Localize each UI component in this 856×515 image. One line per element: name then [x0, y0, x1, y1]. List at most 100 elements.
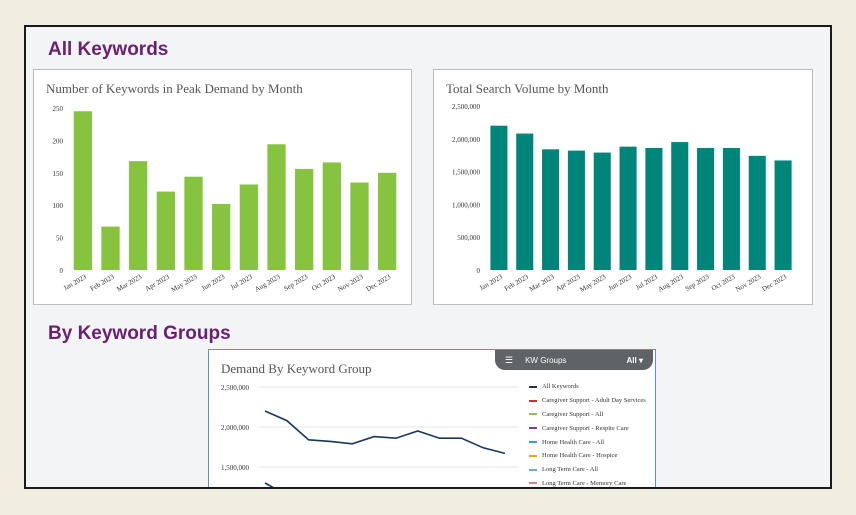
- y-tick-label: 200: [53, 137, 64, 145]
- y-tick-label: 2,500,000: [452, 103, 481, 111]
- chart-title: Demand By Keyword Group: [221, 361, 372, 376]
- x-tick-label: Apr 2023: [554, 273, 582, 293]
- legend-label: Long Term Care - All: [542, 466, 599, 474]
- bar: [567, 150, 585, 270]
- bar: [156, 191, 175, 270]
- bar: [129, 161, 148, 270]
- y-tick-label: 2,000,000: [221, 424, 250, 432]
- bar: [212, 203, 231, 270]
- x-tick-label: Feb 2023: [503, 273, 530, 293]
- y-tick-label: 2,500,000: [221, 384, 250, 392]
- x-tick-label: Sep 2023: [684, 273, 711, 293]
- x-tick-label: May 2023: [170, 273, 199, 294]
- bar: [184, 176, 203, 270]
- x-tick-label: Jun 2023: [607, 273, 633, 293]
- legend-label: Caregiver Support - Adult Day Services: [542, 397, 646, 405]
- x-tick-label: Nov 2023: [734, 273, 763, 294]
- legend-item[interactable]: Home Health Care - All: [529, 435, 646, 449]
- x-tick-label: Nov 2023: [336, 273, 365, 294]
- legend-swatch: [529, 441, 537, 444]
- legend-label: Caregiver Support - Respite Care: [542, 424, 629, 432]
- peak-demand-chart-card: Number of Keywords in Peak Demand by Mon…: [33, 69, 412, 305]
- x-tick-label: Aug 2023: [657, 273, 686, 294]
- legend-item[interactable]: All Keywords: [529, 380, 646, 394]
- bar: [378, 172, 397, 270]
- y-tick-label: 1,500,000: [221, 464, 250, 472]
- demand-line-chart: 1,500,000 2,000,000 2,500,000: [221, 384, 519, 487]
- legend-item[interactable]: Caregiver Support - Adult Day Services: [529, 394, 646, 408]
- bar: [697, 147, 715, 270]
- legend-swatch: [529, 427, 537, 430]
- series-line-partial: [264, 482, 274, 487]
- y-tick-label: 1,000,000: [452, 201, 481, 209]
- dashboard-frame: All Keywords Number of Keywords in Peak …: [24, 25, 832, 489]
- bar: [490, 125, 508, 271]
- legend-item[interactable]: Home Health Care - Hospice: [529, 449, 646, 463]
- legend-swatch: [529, 413, 537, 416]
- filter-icon: ☰: [505, 354, 514, 365]
- filter-value[interactable]: All ▾: [626, 355, 643, 365]
- y-tick-label: 0: [60, 267, 64, 275]
- bar: [619, 146, 637, 270]
- demand-by-group-chart-card: Demand By Keyword Group 1,500,000 2,000,0…: [208, 349, 656, 487]
- bar: [101, 226, 120, 270]
- section-title-all-keywords: All Keywords: [48, 39, 169, 60]
- bar: [593, 152, 611, 270]
- series-line-all-keywords: [264, 410, 506, 455]
- x-tick-label: Aug 2023: [253, 273, 282, 294]
- x-tick-label: Jul 2023: [634, 273, 659, 292]
- x-tick-label: Oct 2023: [710, 273, 737, 293]
- y-tick-label: 100: [53, 202, 64, 210]
- bar: [645, 147, 663, 270]
- x-tick-label: Apr 2023: [144, 273, 172, 293]
- chart-title: Number of Keywords in Peak Demand by Mon…: [46, 81, 303, 96]
- legend-swatch: [529, 482, 537, 485]
- y-tick-label: 0: [477, 267, 481, 275]
- bar: [722, 147, 740, 270]
- legend-label: Long Term Care - Memory Care: [542, 479, 627, 487]
- bar: [748, 155, 766, 270]
- bar: [239, 184, 258, 270]
- legend: All Keywords Caregiver Support - Adult Da…: [529, 380, 646, 487]
- legend-label: Home Health Care - All: [542, 438, 605, 446]
- search-volume-bar-chart: 0 500,000 1,000,000 1,500,000 2,000,000 2,500…: [452, 103, 792, 294]
- legend-label: Caregiver Support - All: [542, 410, 604, 418]
- legend-item[interactable]: Caregiver Support - Respite Care: [529, 421, 646, 435]
- legend-label: All Keywords: [542, 383, 579, 391]
- bar: [295, 168, 314, 270]
- legend-item[interactable]: Long Term Care - All: [529, 463, 646, 477]
- x-tick-label: Feb 2023: [89, 273, 116, 293]
- legend-swatch: [529, 399, 537, 402]
- bar: [774, 160, 792, 270]
- bar: [516, 133, 534, 270]
- x-tick-label: Jan 2023: [478, 273, 504, 293]
- bar: [73, 111, 92, 270]
- bar: [322, 162, 341, 270]
- x-tick-label: Dec 2023: [365, 273, 393, 294]
- chart-title: Total Search Volume by Month: [446, 81, 609, 96]
- x-tick-label: Mar 2023: [115, 273, 143, 294]
- bar: [671, 142, 689, 270]
- legend-item[interactable]: Caregiver Support - All: [529, 408, 646, 422]
- legend-swatch: [529, 468, 537, 471]
- x-tick-label: Sep 2023: [282, 273, 309, 293]
- x-tick-label: Mar 2023: [528, 273, 556, 294]
- search-volume-chart-card: Total Search Volume by Month 0 500,000 1,0…: [433, 69, 813, 305]
- x-tick-label: Jul 2023: [229, 273, 254, 292]
- y-tick-label: 1,500,000: [452, 169, 481, 177]
- legend-item[interactable]: Long Term Care - Memory Care: [529, 477, 646, 487]
- kw-groups-filter[interactable]: ☰ KW Groups All ▾: [495, 350, 653, 370]
- bar: [350, 182, 369, 270]
- y-tick-label: 250: [53, 105, 64, 113]
- y-tick-label: 150: [53, 170, 64, 178]
- y-tick-label: 2,000,000: [452, 136, 481, 144]
- x-tick-label: May 2023: [578, 273, 607, 294]
- legend-label: Home Health Care - Hospice: [542, 452, 618, 460]
- legend-swatch: [529, 385, 537, 388]
- bar: [267, 144, 286, 270]
- x-tick-label: Dec 2023: [761, 273, 789, 294]
- section-title-by-keyword-groups: By Keyword Groups: [48, 323, 231, 344]
- y-tick-label: 500,000: [457, 234, 480, 242]
- legend-swatch: [529, 454, 537, 457]
